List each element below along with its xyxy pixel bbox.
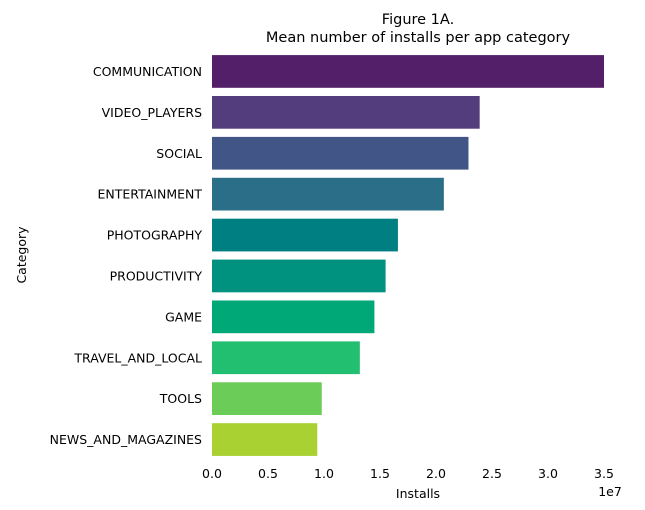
x-tick-label: 0.5 [258, 466, 278, 481]
y-tick-label: ENTERTAINMENT [98, 187, 203, 202]
y-tick-label: TRAVEL_AND_LOCAL [73, 350, 202, 365]
x-tick-label: 3.5 [594, 466, 614, 481]
bar-social [212, 136, 469, 170]
x-tick-label: 3.0 [538, 466, 558, 481]
bar-photography [212, 218, 398, 252]
bar-video-players [212, 95, 480, 129]
x-tick-label: 2.0 [426, 466, 446, 481]
y-tick-label: VIDEO_PLAYERS [102, 105, 202, 120]
x-axis-label: Installs [396, 486, 440, 501]
bars-group [212, 55, 604, 456]
x-tick-labels: 0.0 0.5 1.0 1.5 2.0 2.5 3.0 3.5 [202, 466, 614, 481]
y-axis-label: Category [14, 226, 29, 284]
y-tick-labels: COMMUNICATION VIDEO_PLAYERS SOCIAL ENTERTAI… [50, 64, 203, 447]
bar-tools [212, 382, 322, 416]
x-tick-label: 1.5 [370, 466, 390, 481]
y-tick-label: TOOLS [159, 391, 202, 406]
y-tick-label: PRODUCTIVITY [110, 268, 203, 283]
bar-productivity [212, 259, 386, 293]
bar-game [212, 300, 375, 334]
x-tick-label: 0.0 [202, 466, 222, 481]
bar-entertainment [212, 177, 444, 211]
bar-communication [212, 55, 604, 88]
chart-title-line2: Mean number of installs per app category [266, 30, 571, 46]
y-tick-label: COMMUNICATION [93, 64, 202, 79]
y-tick-label: SOCIAL [156, 146, 202, 161]
x-axis-offset-label: 1e7 [598, 484, 622, 499]
x-tick-label: 1.0 [314, 466, 334, 481]
bar-travel-and-local [212, 341, 360, 375]
y-tick-label: GAME [165, 309, 202, 324]
y-tick-label: NEWS_AND_MAGAZINES [50, 432, 202, 447]
bar-news-and-magazines [212, 423, 318, 456]
x-tick-label: 2.5 [482, 466, 502, 481]
y-tick-label: PHOTOGRAPHY [107, 228, 203, 243]
chart-title-line1: Figure 1A. [382, 12, 454, 28]
